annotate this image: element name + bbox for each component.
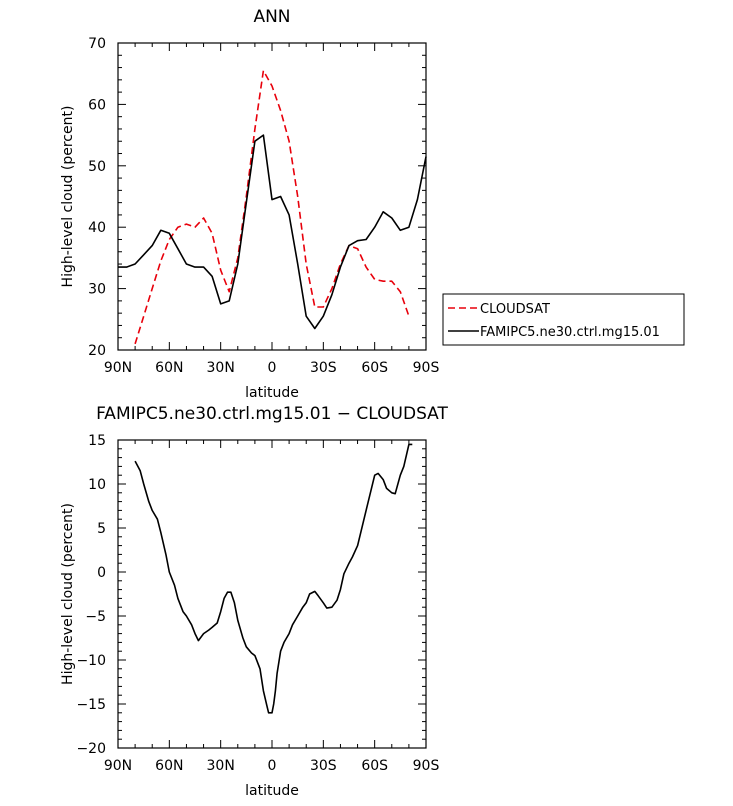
x-tick-label: 90S — [413, 360, 440, 376]
series-line-0 — [134, 69, 410, 345]
difference-chart-panel: FAMIPC5.ne30.ctrl.mg15.01 − CLOUDSAT 90N 6… — [60, 404, 449, 799]
chart-title: ANN — [253, 7, 290, 27]
x-tick-label: 30N — [207, 758, 235, 774]
y-tick-label: 40 — [88, 220, 106, 236]
legend-box — [442, 293, 685, 346]
x-tick-label: 0 — [268, 360, 277, 376]
legend: CLOUDSAT FAMIPC5.ne30.ctrl.mg15.01 — [442, 293, 685, 346]
x-tick-label: 60S — [361, 360, 388, 376]
y-tick-label: 20 — [88, 343, 106, 359]
legend-label-1: FAMIPC5.ne30.ctrl.mg15.01 — [480, 325, 660, 340]
y-axis-title: High-level cloud (percent) — [60, 106, 76, 288]
y-tick-label: 5 — [97, 521, 106, 537]
x-tick-label: 30S — [310, 758, 337, 774]
y-tick-label: 30 — [88, 282, 106, 298]
y-tick-label: 0 — [97, 565, 106, 581]
top-chart-panel: ANN 90N 60N 30N 0 30S 60S 90S 20 30 40 50 60 70 latitu… — [60, 7, 685, 401]
x-tick-label: 60S — [361, 758, 388, 774]
y-tick-label: −10 — [76, 653, 106, 669]
y-axis-title: High-level cloud (percent) — [60, 503, 76, 685]
x-axis-title: latitude — [245, 783, 299, 799]
x-tick-label: 30N — [207, 360, 235, 376]
x-axis-title: latitude — [245, 385, 299, 401]
legend-label-0: CLOUDSAT — [480, 302, 550, 317]
y-tick-label: 15 — [88, 433, 106, 449]
y-tick-label: 70 — [88, 36, 106, 52]
series-line-1 — [118, 134, 427, 330]
y-tick-label: −5 — [85, 609, 106, 625]
y-tick-label: 50 — [88, 159, 106, 175]
x-tick-label: 60N — [155, 758, 183, 774]
x-tick-label: 90S — [413, 758, 440, 774]
x-tick-label: 90N — [104, 758, 132, 774]
x-tick-label: 30S — [310, 360, 337, 376]
x-tick-label: 90N — [104, 360, 132, 376]
y-tick-label: 60 — [88, 97, 106, 113]
y-tick-label: −15 — [76, 697, 106, 713]
y-tick-label: −20 — [76, 741, 106, 757]
x-tick-label: 0 — [268, 758, 277, 774]
x-tick-label: 60N — [155, 360, 183, 376]
plot-frame — [117, 439, 427, 749]
y-tick-label: 10 — [88, 477, 106, 493]
chart-title: FAMIPC5.ne30.ctrl.mg15.01 − CLOUDSAT — [96, 404, 448, 424]
series-line-0 — [134, 443, 413, 714]
